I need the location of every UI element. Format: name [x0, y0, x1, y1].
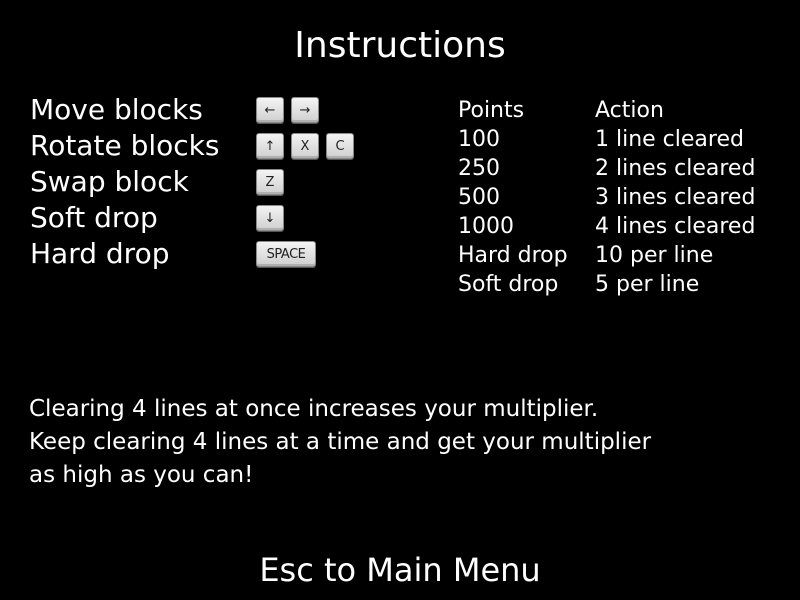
control-label: Hard drop — [30, 237, 170, 270]
control-hard-drop: Hard drop SPACE — [30, 236, 354, 272]
down-arrow-key-icon: ↓ — [256, 205, 284, 231]
action-cell: 4 lines cleared — [595, 214, 756, 239]
control-move: Move blocks ← → — [30, 92, 354, 128]
main-menu-hint[interactable]: Esc to Main Menu — [259, 551, 541, 589]
column-header-action: Action — [595, 98, 664, 123]
control-label: Move blocks — [30, 93, 203, 126]
table-row: Hard drop 10 per line — [458, 241, 755, 270]
table-row: 1000 4 lines cleared — [458, 212, 755, 241]
action-cell: 2 lines cleared — [595, 156, 756, 181]
left-arrow-key-icon: ← — [256, 97, 284, 123]
points-table: Points Action 100 1 line cleared 250 2 l… — [458, 96, 755, 299]
key-group: ← → — [256, 97, 319, 123]
table-row: 500 3 lines cleared — [458, 183, 755, 212]
description-line: Clearing 4 lines at once increases your … — [29, 396, 599, 422]
action-cell: 1 line cleared — [595, 127, 744, 152]
action-cell: 10 per line — [595, 243, 714, 268]
table-row: Soft drop 5 per line — [458, 270, 755, 299]
key-group: SPACE — [256, 241, 316, 267]
x-key-icon: X — [291, 133, 319, 159]
multiplier-description: Clearing 4 lines at once increases your … — [29, 393, 789, 492]
control-rotate: Rotate blocks ↑ X C — [30, 128, 354, 164]
control-label: Soft drop — [30, 201, 158, 234]
control-label: Swap block — [30, 165, 189, 198]
space-key-icon: SPACE — [256, 241, 316, 267]
points-cell: 1000 — [458, 214, 514, 239]
key-group: ↓ — [256, 205, 284, 231]
c-key-icon: C — [326, 133, 354, 159]
action-cell: 3 lines cleared — [595, 185, 756, 210]
table-row: 100 1 line cleared — [458, 125, 755, 154]
points-cell: 250 — [458, 156, 500, 181]
table-header-row: Points Action — [458, 96, 755, 125]
description-line: as high as you can! — [29, 462, 254, 488]
action-cell: 5 per line — [595, 272, 700, 297]
key-group: Z — [256, 169, 284, 195]
controls-list: Move blocks ← → Rotate blocks ↑ X C Swap… — [30, 92, 354, 272]
column-header-points: Points — [458, 98, 525, 123]
table-row: 250 2 lines cleared — [458, 154, 755, 183]
points-cell: Hard drop — [458, 243, 568, 268]
points-cell: 100 — [458, 127, 500, 152]
control-soft-drop: Soft drop ↓ — [30, 200, 354, 236]
up-arrow-key-icon: ↑ — [256, 133, 284, 159]
control-label: Rotate blocks — [30, 129, 220, 162]
control-swap: Swap block Z — [30, 164, 354, 200]
page-title: Instructions — [294, 25, 506, 66]
key-group: ↑ X C — [256, 133, 354, 159]
description-line: Keep clearing 4 lines at a time and get … — [29, 429, 652, 455]
z-key-icon: Z — [256, 169, 284, 195]
points-cell: 500 — [458, 185, 500, 210]
points-cell: Soft drop — [458, 272, 559, 297]
right-arrow-key-icon: → — [291, 97, 319, 123]
